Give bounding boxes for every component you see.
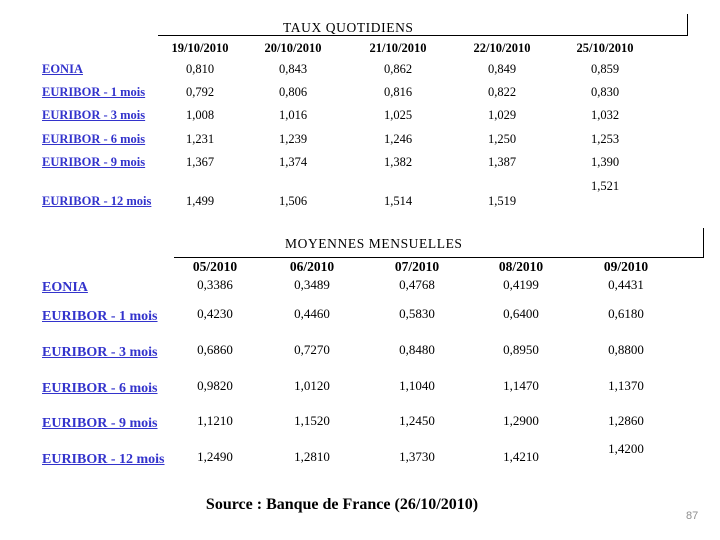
- rate-link[interactable]: EURIBOR - 12 mois: [42, 194, 152, 208]
- rate-value: 0,810: [185, 62, 215, 76]
- rate-value: 1,499: [185, 194, 215, 208]
- rate-value: 0,4230: [197, 306, 233, 321]
- rate-value: 1,1210: [197, 413, 233, 428]
- daily-table-title: TAUX QUOTIDIENS: [283, 20, 414, 35]
- rate-value: 0,3489: [294, 277, 330, 292]
- rate-value: 1,3730: [399, 449, 435, 464]
- rate-value: 0,7270: [294, 342, 330, 357]
- rate-value: 1,382: [383, 155, 413, 169]
- rate-value: 1,016: [278, 108, 308, 122]
- column-header: 25/10/2010: [576, 41, 634, 55]
- rate-value: 0,806: [278, 85, 308, 99]
- rate-link[interactable]: EURIBOR - 6 mois: [42, 132, 146, 146]
- rate-value: 0,822: [487, 85, 517, 99]
- rate-link[interactable]: EURIBOR - 9 mois: [42, 416, 158, 431]
- rate-value: 1,0120: [294, 378, 330, 393]
- rate-value: 1,239: [278, 132, 308, 146]
- rate-link[interactable]: EONIA: [42, 62, 83, 76]
- rate-value: 1,2490: [197, 449, 233, 464]
- rate-value: 0,4460: [294, 306, 330, 321]
- rate-link[interactable]: EURIBOR - 1 mois: [42, 309, 158, 324]
- rate-value: 0,6400: [503, 306, 539, 321]
- rate-value: 1,4200: [608, 441, 644, 456]
- rate-value: 0,4431: [608, 277, 644, 292]
- rate-value: 1,032: [590, 108, 620, 122]
- source-caption: Source : Banque de France (26/10/2010): [205, 496, 479, 513]
- rate-value: 0,792: [185, 85, 215, 99]
- rate-value: 1,514: [383, 194, 413, 208]
- rate-link[interactable]: EURIBOR - 3 mois: [42, 345, 158, 360]
- column-header: 06/2010: [289, 259, 335, 274]
- rate-value: 1,231: [185, 132, 215, 146]
- column-header: 21/10/2010: [369, 41, 427, 55]
- rate-value: 1,521: [590, 179, 620, 193]
- monthly-table-rule: [174, 257, 704, 258]
- rate-value: 0,862: [383, 62, 413, 76]
- rate-value: 1,025: [383, 108, 413, 122]
- rate-value: 0,859: [590, 62, 620, 76]
- rate-link[interactable]: EURIBOR - 3 mois: [42, 108, 146, 122]
- rate-value: 0,843: [278, 62, 308, 76]
- rate-value: 1,1040: [399, 378, 435, 393]
- column-header: 08/2010: [498, 259, 544, 274]
- rate-value: 1,506: [278, 194, 308, 208]
- rate-value: 0,8480: [399, 342, 435, 357]
- rate-value: 1,387: [487, 155, 517, 169]
- rate-value: 1,374: [278, 155, 308, 169]
- rate-value: 1,4210: [503, 449, 539, 464]
- rate-value: 0,8950: [503, 342, 539, 357]
- rate-link[interactable]: EURIBOR - 12 mois: [42, 452, 165, 467]
- rate-value: 1,2810: [294, 449, 330, 464]
- column-header: 09/2010: [603, 259, 649, 274]
- rate-value: 0,5830: [399, 306, 435, 321]
- rate-value: 1,2900: [503, 413, 539, 428]
- column-header: 05/2010: [192, 259, 238, 274]
- monthly-table-rule-corner: [703, 228, 704, 257]
- rate-value: 0,4768: [399, 277, 435, 292]
- rate-value: 1,2450: [399, 413, 435, 428]
- rate-value: 0,9820: [197, 378, 233, 393]
- rate-value: 1,519: [487, 194, 517, 208]
- rate-value: 0,6180: [608, 306, 644, 321]
- rate-link[interactable]: EURIBOR - 6 mois: [42, 381, 158, 396]
- rate-value: 0,830: [590, 85, 620, 99]
- rate-value: 0,849: [487, 62, 517, 76]
- rate-value: 1,2860: [608, 413, 644, 428]
- rate-value: 1,250: [487, 132, 517, 146]
- rate-link[interactable]: EURIBOR - 1 mois: [42, 85, 146, 99]
- rate-value: 0,4199: [503, 277, 539, 292]
- daily-table-rule: [158, 35, 688, 36]
- rate-value: 1,367: [185, 155, 215, 169]
- rate-value: 1,253: [590, 132, 620, 146]
- rate-link[interactable]: EONIA: [42, 280, 88, 295]
- rate-value: 1,1470: [503, 378, 539, 393]
- rate-value: 0,816: [383, 85, 413, 99]
- column-header: 20/10/2010: [264, 41, 322, 55]
- rate-value: 1,1520: [294, 413, 330, 428]
- rate-value: 0,8800: [608, 342, 644, 357]
- rate-value: 1,029: [487, 108, 517, 122]
- column-header: 07/2010: [394, 259, 440, 274]
- column-header: 19/10/2010: [171, 41, 229, 55]
- rate-value: 1,008: [185, 108, 215, 122]
- rate-link[interactable]: EURIBOR - 9 mois: [42, 155, 146, 169]
- monthly-table-title: MOYENNES MENSUELLES: [285, 236, 463, 251]
- daily-table-rule-corner: [687, 14, 688, 35]
- rate-value: 1,1370: [608, 378, 644, 393]
- column-header: 22/10/2010: [473, 41, 531, 55]
- rate-value: 1,246: [383, 132, 413, 146]
- rate-value: 0,3386: [197, 277, 233, 292]
- page-number: 87: [686, 510, 699, 522]
- rate-value: 1,390: [590, 155, 620, 169]
- rate-value: 0,6860: [197, 342, 233, 357]
